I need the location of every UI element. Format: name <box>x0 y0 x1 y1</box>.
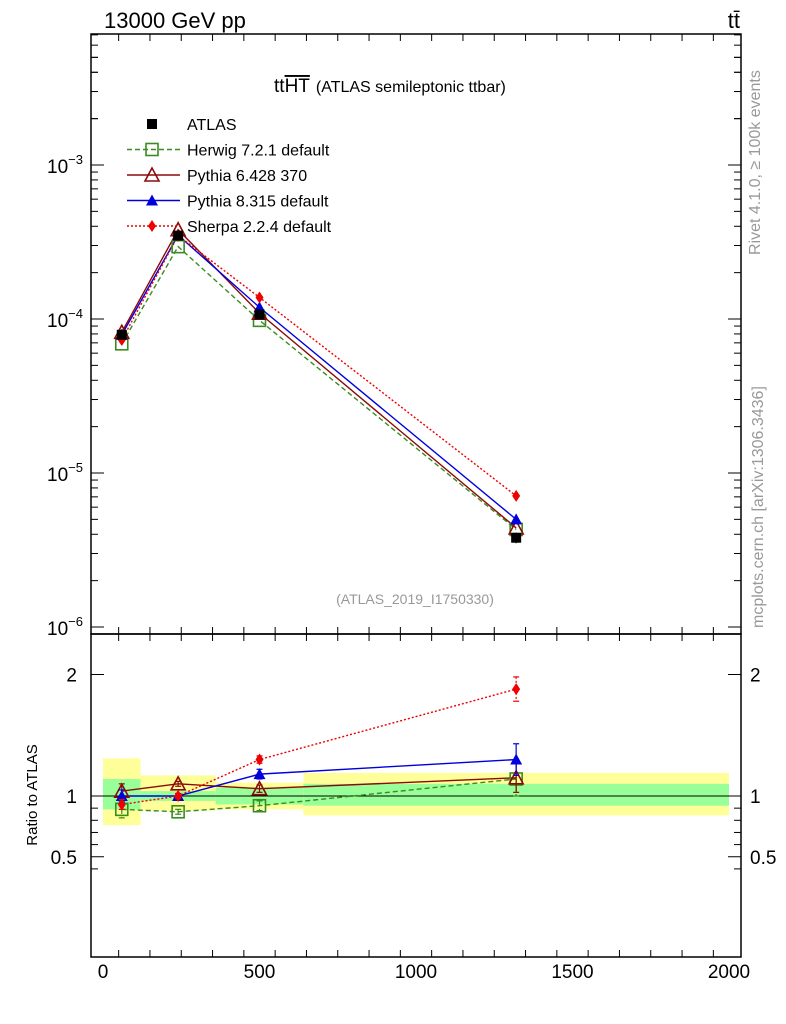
ratio-point <box>253 768 266 780</box>
ratio-point <box>255 753 264 766</box>
x-tick-label: 1500 <box>551 962 593 983</box>
legend: ATLAS Herwig 7.2.1 default Pythia 6.428 37… <box>127 117 332 236</box>
analysis-id: (ATLAS_2019_I1750330) <box>336 591 494 607</box>
ratio-point <box>252 798 267 813</box>
plot-title: ttHT (ATLAS semileptonic ttbar) <box>274 76 506 97</box>
main-point <box>255 291 264 304</box>
main-line-0 <box>121 245 517 530</box>
data-point <box>511 532 522 543</box>
ratio-line-1 <box>121 777 517 792</box>
main-line-1 <box>121 228 517 529</box>
ratio-y-tick-label: 0.5 <box>51 848 77 869</box>
main-line-2 <box>121 234 517 520</box>
data-point <box>173 230 184 241</box>
data-point <box>116 329 127 340</box>
legend-marker-data <box>147 119 157 129</box>
x-tick-label: 500 <box>244 962 276 983</box>
process-label: tt̄ <box>728 8 740 33</box>
site-label: mcplots.cern.ch [arXiv:1306.3436] <box>750 386 767 628</box>
ratio-line-3 <box>121 688 517 806</box>
data-point <box>254 309 265 320</box>
ratio-line-0 <box>121 778 517 813</box>
ratio-y-tick-label: 2 <box>66 666 77 687</box>
axis-ticks: 10−6 10−5 10−4 10−3 0.5 0.5 1 1 2 2 0 500 1000 1500 20… <box>47 34 776 983</box>
series-lines <box>121 228 517 813</box>
ratio-ylabel: Ratio to ATLAS <box>24 744 41 845</box>
series-markers <box>113 221 525 819</box>
legend-label-3: Sherpa 2.2.4 default <box>187 219 332 236</box>
ratio-y-tick-label: 1 <box>66 787 77 808</box>
legend-marker-0 <box>145 142 159 157</box>
main-y-tick-label: 10−3 <box>47 152 83 178</box>
ratio-point <box>115 790 128 801</box>
main-y-tick-label: 10−4 <box>47 306 83 332</box>
main-y-tick-label: 10−6 <box>47 614 83 640</box>
legend-label-0: Herwig 7.2.1 default <box>187 143 330 160</box>
legend-label-data: ATLAS <box>187 117 237 134</box>
x-tick-label: 0 <box>98 962 109 983</box>
ratio-point <box>117 798 126 811</box>
ratio-point <box>171 804 185 819</box>
energy-label: 13000 GeV pp <box>104 8 246 33</box>
plot-subtitle: (ATLAS semileptonic ttbar) <box>316 79 506 96</box>
rivet-label: Rivet 4.1.0, ≥ 100k events <box>747 70 764 255</box>
ratio-line-2 <box>121 758 517 797</box>
ratio-point <box>510 753 523 765</box>
legend-marker-1 <box>143 166 161 182</box>
x-tick-label: 2000 <box>708 962 750 983</box>
ratio-point <box>507 769 525 785</box>
legend-marker-3 <box>148 220 156 232</box>
ratio-y-tick-label-right: 2 <box>750 666 761 687</box>
ratio-y-tick-label-right: 1 <box>750 787 761 808</box>
ratio-point <box>174 790 183 802</box>
ratio-y-tick-label-right: 0.5 <box>750 848 776 869</box>
main-y-tick-label: 10−5 <box>47 460 83 486</box>
legend-label-1: Pythia 6.428 370 <box>187 168 307 185</box>
legend-marker-2 <box>146 194 158 206</box>
ratio-point <box>512 683 521 696</box>
ratio-point <box>251 780 268 796</box>
ratio-point <box>169 775 187 791</box>
main-point <box>512 489 521 502</box>
main-line-3 <box>121 234 517 497</box>
legend-label-2: Pythia 8.315 default <box>187 194 329 211</box>
x-tick-label: 1000 <box>395 962 437 983</box>
main-point <box>510 513 523 525</box>
title-overline-part: HT <box>285 76 311 97</box>
